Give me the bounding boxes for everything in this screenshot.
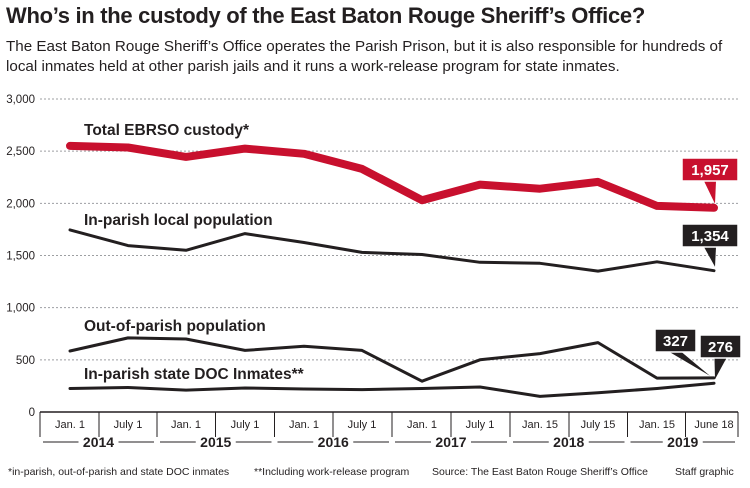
series-lines (66, 141, 718, 398)
year-label: 2017 (435, 434, 466, 450)
series-label: In-parish local population (84, 212, 273, 229)
grid (40, 98, 738, 361)
x-tick-label: July 1 (114, 419, 143, 431)
series-label: In-parish state DOC Inmates** (84, 366, 305, 383)
callout-pointer (704, 181, 716, 204)
x-tick-label: Jan. 1 (289, 419, 319, 431)
callout-value: 327 (663, 333, 688, 350)
callout-value: 276 (708, 339, 733, 356)
callout-box (681, 223, 739, 248)
year-label: 2018 (553, 434, 584, 450)
callout-pointer (704, 247, 716, 267)
series-label: Out-of-parish population (84, 318, 266, 335)
source-note: Source: The East Baton Rouge Sheriff’s O… (432, 466, 648, 478)
callout-box (699, 334, 742, 359)
footnote-total: *in-parish, out-of-parish and state DOC … (8, 466, 230, 478)
credit-note: Staff graphic (675, 466, 734, 478)
series-line (68, 381, 716, 398)
y-tick-label: 1,500 (6, 251, 35, 263)
callout-value: 1,354 (691, 228, 729, 245)
callout-pointer (714, 358, 727, 380)
y-tick-label: 3,000 (6, 94, 35, 106)
y-tick-label: 2,000 (6, 198, 35, 210)
year-label: 2014 (83, 434, 114, 450)
series-line (66, 141, 718, 212)
x-tick-label: June 18 (694, 419, 733, 431)
series-label: Total EBRSO custody* (84, 122, 250, 139)
callout-value: 1,957 (691, 162, 729, 179)
x-tick-label: Jan. 15 (639, 419, 675, 431)
y-tick-label: 500 (16, 355, 35, 367)
y-tick-label: 2,500 (6, 146, 35, 158)
callout-box (654, 328, 697, 353)
year-label: 2019 (667, 434, 698, 450)
series-line (68, 336, 716, 383)
x-tick-label: Jan. 15 (522, 419, 558, 431)
x-tick-label: Jan. 1 (171, 419, 201, 431)
y-tick-label: 0 (29, 407, 35, 419)
chart-title: Who’s in the custody of the East Baton R… (6, 3, 645, 28)
value-callouts: 1,957 1,354 327 276 (654, 157, 742, 380)
series-line (68, 228, 716, 273)
callout-pointer (669, 352, 710, 376)
x-tick-label: Jan. 1 (407, 419, 437, 431)
callout-box (681, 157, 739, 182)
y-tick-label: 1,000 (6, 303, 35, 315)
x-tick-label: July 1 (466, 419, 495, 431)
axes: 3,000 2,500 2,000 1,500 1,000 500 0 Jan. 1 July … (6, 94, 739, 450)
x-tick-label: July 1 (348, 419, 377, 431)
footnote-doc: **Including work-release program (254, 466, 410, 478)
x-tick-label: July 1 (231, 419, 260, 431)
chart-subtitle: The East Baton Rouge Sheriff’s Office op… (6, 38, 723, 75)
year-label: 2015 (200, 434, 231, 450)
x-tick-label: July 15 (581, 419, 616, 431)
x-tick-label: Jan. 1 (55, 419, 85, 431)
series-labels: Total EBRSO custody* In-parish local popu… (84, 122, 305, 383)
year-label: 2016 (318, 434, 349, 450)
